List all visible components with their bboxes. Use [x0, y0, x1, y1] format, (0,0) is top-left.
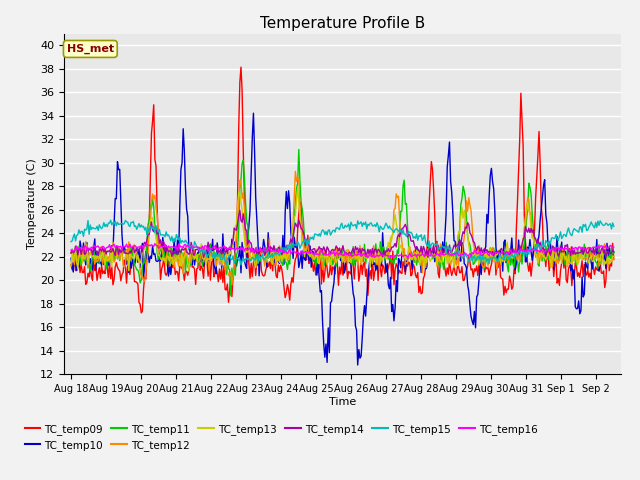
TC_temp09 [237, 64, 245, 70]
TC_temp09 [468, 266, 476, 272]
TC_temp11 [237, 177, 245, 182]
TC_temp11 [67, 250, 75, 256]
Text: HS_met: HS_met [67, 44, 114, 54]
TC_temp15 [107, 217, 115, 223]
TC_temp12 [292, 168, 300, 174]
TC_temp10 [250, 110, 257, 116]
TC_temp12 [67, 250, 75, 256]
TC_temp14 [610, 249, 618, 254]
TC_temp10 [67, 255, 75, 261]
TC_temp14 [67, 250, 75, 256]
TC_temp10 [610, 250, 618, 255]
TC_temp13 [185, 268, 193, 274]
TC_temp12 [399, 248, 407, 254]
TC_temp10 [468, 318, 476, 324]
TC_temp15 [563, 234, 570, 240]
TC_temp13 [237, 199, 245, 204]
Title: Temperature Profile B: Temperature Profile B [260, 16, 425, 31]
TC_temp10 [354, 362, 362, 368]
Line: TC_temp14: TC_temp14 [71, 210, 614, 258]
TC_temp12 [610, 257, 618, 263]
TC_temp09 [298, 229, 306, 235]
TC_temp09 [399, 259, 407, 264]
TC_temp15 [399, 227, 407, 232]
Legend: TC_temp09, TC_temp10, TC_temp11, TC_temp12, TC_temp13, TC_temp14, TC_temp15, TC_: TC_temp09, TC_temp10, TC_temp11, TC_temp… [25, 424, 538, 451]
TC_temp14 [298, 227, 306, 232]
TC_temp15 [237, 262, 245, 268]
Y-axis label: Temperature (C): Temperature (C) [28, 158, 37, 250]
TC_temp15 [373, 220, 381, 226]
TC_temp09 [373, 254, 381, 260]
TC_temp16 [67, 247, 75, 253]
TC_temp11 [295, 147, 303, 153]
TC_temp16 [610, 244, 618, 250]
TC_temp15 [67, 239, 75, 244]
TC_temp11 [610, 250, 618, 255]
TC_temp12 [563, 255, 570, 261]
TC_temp12 [237, 179, 245, 185]
TC_temp16 [151, 241, 159, 247]
Line: TC_temp13: TC_temp13 [71, 188, 614, 271]
TC_temp16 [404, 255, 412, 261]
TC_temp09 [138, 310, 145, 316]
TC_temp11 [563, 260, 570, 265]
TC_temp13 [298, 235, 306, 241]
TC_temp15 [610, 224, 618, 229]
Line: TC_temp11: TC_temp11 [71, 150, 614, 296]
TC_temp14 [563, 243, 570, 249]
TC_temp13 [399, 254, 407, 260]
TC_temp13 [563, 253, 570, 259]
TC_temp13 [67, 264, 75, 269]
Line: TC_temp09: TC_temp09 [71, 67, 614, 313]
TC_temp10 [297, 250, 305, 255]
TC_temp11 [399, 183, 407, 189]
TC_temp15 [238, 258, 246, 264]
TC_temp10 [236, 244, 244, 250]
Line: TC_temp12: TC_temp12 [71, 171, 614, 285]
TC_temp09 [238, 88, 246, 94]
TC_temp12 [373, 248, 381, 253]
TC_temp11 [298, 206, 306, 212]
TC_temp09 [67, 262, 75, 267]
TC_temp14 [468, 235, 476, 240]
Line: TC_temp16: TC_temp16 [71, 244, 614, 258]
TC_temp10 [373, 263, 381, 268]
TC_temp14 [238, 219, 246, 225]
X-axis label: Time: Time [329, 397, 356, 407]
TC_temp11 [468, 253, 476, 259]
TC_temp12 [298, 240, 306, 246]
TC_temp16 [468, 250, 476, 255]
TC_temp13 [294, 185, 301, 191]
TC_temp09 [610, 256, 618, 262]
TC_temp15 [298, 240, 306, 246]
TC_temp13 [373, 262, 381, 267]
TC_temp16 [563, 245, 570, 251]
TC_temp14 [373, 250, 381, 256]
TC_temp13 [610, 253, 618, 259]
TC_temp09 [563, 277, 570, 283]
TC_temp12 [468, 223, 476, 229]
TC_temp13 [468, 257, 476, 263]
TC_temp11 [373, 257, 381, 263]
TC_temp10 [399, 246, 407, 252]
TC_temp15 [468, 258, 476, 264]
TC_temp12 [228, 282, 236, 288]
TC_temp16 [237, 245, 245, 251]
TC_temp16 [297, 248, 305, 254]
Line: TC_temp15: TC_temp15 [71, 220, 614, 265]
TC_temp14 [399, 225, 407, 231]
TC_temp11 [227, 293, 235, 299]
TC_temp14 [236, 207, 244, 213]
TC_temp14 [200, 255, 207, 261]
Line: TC_temp10: TC_temp10 [71, 113, 614, 365]
TC_temp16 [398, 252, 406, 258]
TC_temp16 [372, 253, 380, 259]
TC_temp10 [563, 252, 570, 258]
